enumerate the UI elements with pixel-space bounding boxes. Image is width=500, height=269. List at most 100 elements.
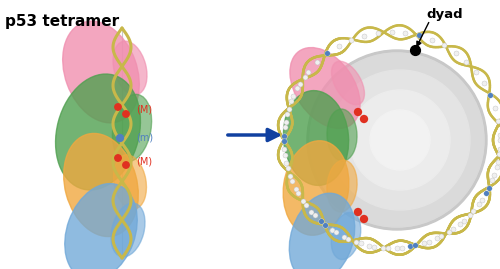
Text: (m): (m)	[136, 133, 153, 143]
Point	[114, 156, 122, 160]
Point	[494, 119, 500, 123]
Point	[317, 219, 325, 223]
Point	[482, 190, 490, 195]
Point	[284, 111, 292, 116]
Point	[462, 59, 470, 64]
Ellipse shape	[315, 58, 479, 222]
Point	[428, 37, 436, 42]
Point	[490, 173, 498, 178]
Point	[114, 105, 122, 109]
Point	[328, 227, 336, 232]
Point	[324, 51, 332, 55]
Point	[472, 70, 480, 74]
Ellipse shape	[310, 53, 484, 227]
Point	[307, 209, 315, 214]
Point	[379, 246, 387, 250]
Ellipse shape	[310, 53, 484, 227]
Point	[354, 110, 362, 114]
Point	[384, 246, 392, 250]
Ellipse shape	[322, 65, 472, 215]
Point	[294, 191, 302, 196]
Point	[475, 202, 483, 206]
Point	[466, 213, 474, 217]
Text: (M): (M)	[136, 156, 152, 166]
Point	[292, 187, 300, 191]
Point	[398, 245, 406, 250]
Point	[452, 51, 460, 55]
Ellipse shape	[327, 109, 357, 161]
Ellipse shape	[330, 70, 470, 210]
Point	[437, 234, 445, 238]
Ellipse shape	[114, 155, 146, 209]
Ellipse shape	[331, 213, 361, 260]
Point	[352, 240, 360, 244]
Point	[360, 117, 368, 121]
Point	[332, 230, 340, 235]
Point	[335, 44, 343, 48]
Point	[411, 48, 419, 52]
Point	[456, 222, 464, 226]
Point	[357, 241, 365, 246]
Point	[486, 93, 494, 97]
Point	[478, 198, 486, 202]
Point	[491, 106, 499, 110]
Ellipse shape	[350, 90, 450, 190]
Ellipse shape	[290, 48, 360, 128]
Point	[496, 146, 500, 151]
Point	[374, 31, 382, 35]
Point	[496, 138, 500, 142]
Ellipse shape	[112, 94, 152, 162]
Point	[280, 139, 288, 143]
Point	[282, 120, 290, 124]
Point	[388, 30, 396, 34]
Point	[420, 241, 428, 245]
Point	[480, 81, 488, 85]
Point	[370, 245, 378, 249]
Point	[470, 209, 478, 213]
Ellipse shape	[111, 203, 145, 257]
Point	[340, 234, 347, 239]
Point	[496, 133, 500, 137]
Point	[122, 112, 130, 116]
Point	[300, 74, 308, 79]
Point	[288, 98, 296, 103]
Point	[284, 107, 292, 111]
Point	[282, 161, 290, 165]
Ellipse shape	[65, 184, 137, 269]
Point	[495, 151, 500, 156]
Text: dyad: dyad	[426, 8, 464, 21]
Point	[360, 33, 368, 38]
Ellipse shape	[113, 41, 147, 95]
Text: p53 tetramer: p53 tetramer	[5, 14, 119, 29]
Point	[406, 244, 414, 249]
Point	[122, 163, 130, 167]
Point	[494, 160, 500, 164]
Point	[492, 165, 500, 169]
Point	[432, 236, 440, 240]
Point	[424, 239, 432, 244]
Ellipse shape	[56, 74, 140, 190]
Point	[440, 43, 448, 48]
Text: (M): (M)	[136, 105, 152, 115]
Point	[354, 210, 362, 214]
Ellipse shape	[290, 193, 354, 269]
Point	[412, 243, 420, 247]
Point	[360, 217, 368, 221]
Point	[288, 179, 296, 183]
Ellipse shape	[64, 133, 138, 236]
Point	[348, 38, 356, 42]
Ellipse shape	[370, 110, 430, 170]
Ellipse shape	[283, 141, 349, 235]
Ellipse shape	[327, 160, 357, 212]
Point	[290, 94, 298, 98]
Point	[484, 186, 492, 190]
Point	[415, 33, 423, 37]
Point	[298, 199, 306, 203]
Point	[321, 222, 329, 227]
Point	[280, 133, 288, 138]
Point	[296, 82, 304, 86]
Point	[460, 218, 468, 223]
Point	[488, 178, 496, 182]
Ellipse shape	[332, 61, 364, 105]
Point	[304, 70, 312, 75]
